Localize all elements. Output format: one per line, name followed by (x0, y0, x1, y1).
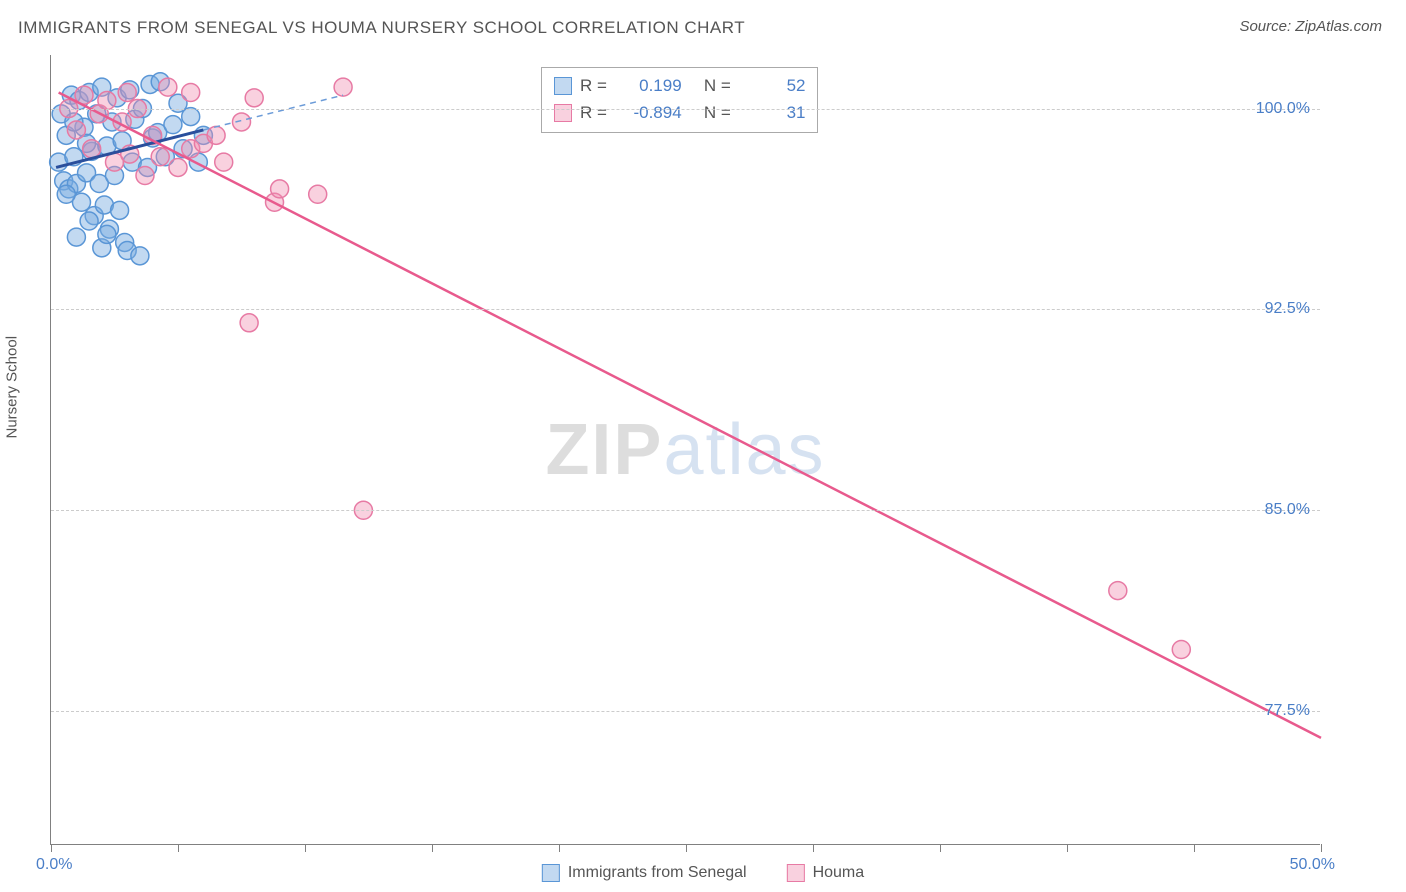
x-tick (51, 844, 52, 852)
x-axis-max-label: 50.0% (1290, 856, 1335, 874)
correlation-row-senegal: R = 0.199 N = 52 (554, 72, 805, 99)
grid-line (51, 309, 1320, 310)
r-value-houma: -0.894 (620, 99, 682, 126)
x-tick (1321, 844, 1322, 852)
x-tick (305, 844, 306, 852)
plot-area: ZIPatlas R = 0.199 N = 52 R = -0.894 N =… (50, 55, 1320, 845)
legend-item-houma: Houma (787, 864, 865, 882)
swatch-houma (554, 104, 572, 122)
n-value-senegal: 52 (743, 72, 805, 99)
swatch-senegal-bottom (542, 864, 560, 882)
y-tick-label: 85.0% (1265, 501, 1310, 519)
legend-item-senegal: Immigrants from Senegal (542, 864, 747, 882)
r-value-senegal: 0.199 (620, 72, 682, 99)
x-tick (178, 844, 179, 852)
chart-title: IMMIGRANTS FROM SENEGAL VS HOUMA NURSERY… (18, 18, 745, 38)
chart-svg (51, 55, 1320, 844)
correlation-row-houma: R = -0.894 N = 31 (554, 99, 805, 126)
swatch-houma-bottom (787, 864, 805, 882)
n-value-houma: 31 (743, 99, 805, 126)
legend-label-senegal: Immigrants from Senegal (568, 864, 747, 882)
x-tick (686, 844, 687, 852)
x-tick (432, 844, 433, 852)
y-tick-label: 92.5% (1265, 300, 1310, 318)
swatch-senegal (554, 77, 572, 95)
x-tick (1194, 844, 1195, 852)
x-tick (940, 844, 941, 852)
correlation-legend: R = 0.199 N = 52 R = -0.894 N = 31 (541, 67, 818, 133)
x-axis-min-label: 0.0% (36, 856, 72, 874)
x-tick (1067, 844, 1068, 852)
x-tick (813, 844, 814, 852)
y-tick-label: 100.0% (1256, 100, 1310, 118)
source-label: Source: ZipAtlas.com (1239, 18, 1382, 35)
y-axis-label: Nursery School (4, 336, 21, 439)
bottom-legend: Immigrants from Senegal Houma (542, 864, 864, 882)
legend-label-houma: Houma (813, 864, 865, 882)
grid-line (51, 711, 1320, 712)
x-tick (559, 844, 560, 852)
grid-line (51, 109, 1320, 110)
y-tick-label: 77.5% (1265, 702, 1310, 720)
grid-line (51, 510, 1320, 511)
